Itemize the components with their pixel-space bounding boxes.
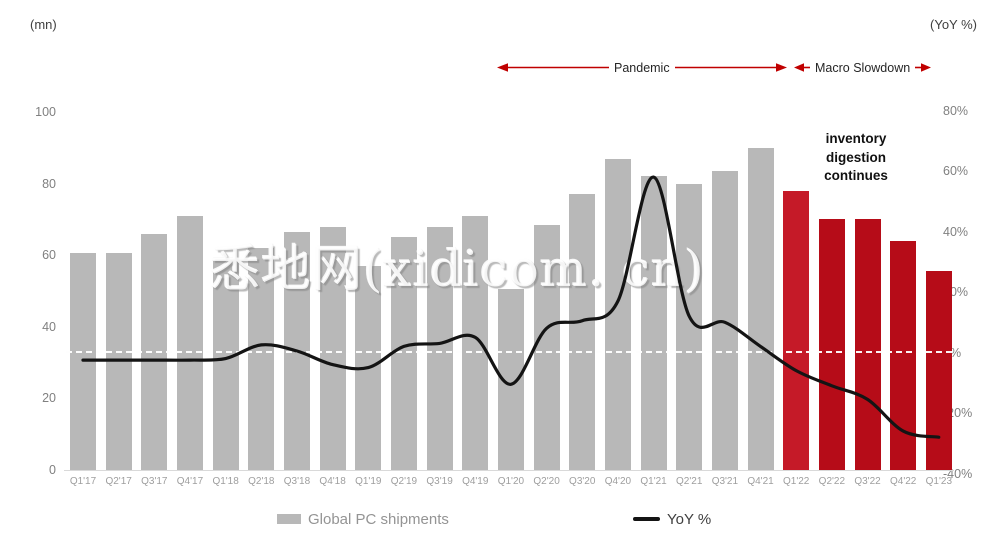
- pandemic-annotation: Pandemic: [497, 60, 789, 75]
- shipments-bar-Q1'23: [925, 271, 952, 470]
- x-tick-label: Q2'20: [533, 476, 560, 487]
- left-tick-label: 20: [42, 391, 56, 406]
- left-axis-unit-label: (mn): [30, 17, 57, 32]
- x-tick-label: Q3'22: [854, 476, 881, 487]
- shipments-bar-Q1'21: [640, 176, 667, 470]
- legend-item-shipments: Global PC shipments: [277, 507, 449, 531]
- left-tick-label: 60: [42, 248, 56, 263]
- watermark: 悉地网(xidicom. cn): [210, 240, 705, 298]
- shipments-bar-Q4'22: [890, 240, 917, 470]
- legend: Global PC shipments YoY %: [0, 507, 994, 531]
- x-tick-label: Q4'17: [176, 476, 204, 487]
- macro-slowdown-annotation: Macro Slowdown: [794, 60, 934, 75]
- left-tick-label: 80: [42, 176, 56, 191]
- x-tick-label: Q1'18: [212, 476, 239, 487]
- x-tick-label: Q2'19: [390, 476, 418, 487]
- macro-arrow-right-icon: [915, 63, 932, 72]
- inventory-note-line1: inventory: [825, 131, 887, 146]
- x-tick-label: Q4'18: [319, 476, 346, 487]
- x-tick-label: Q1'21: [640, 476, 667, 487]
- shipments-bar-Q4'21: [747, 147, 774, 470]
- x-tick-label: Q4'21: [747, 476, 774, 487]
- x-tick-label: Q2'21: [676, 476, 703, 487]
- shipments-bar-Q3'22: [854, 219, 881, 470]
- x-tick-label: Q3'21: [711, 476, 739, 487]
- x-axis-line: [64, 470, 954, 471]
- legend-item-yoy: YoY %: [633, 507, 711, 531]
- x-tick-label: Q1'23: [925, 476, 953, 487]
- shipments-bar-Q1'17: [70, 253, 96, 470]
- legend-yoy-label: YoY %: [667, 510, 712, 528]
- left-tick-label: 100: [35, 105, 56, 119]
- x-tick-label: Q2'18: [248, 476, 275, 487]
- shipments-bar-Q2'21: [676, 183, 703, 470]
- shipments-bar-Q1'22: [783, 190, 810, 470]
- inventory-note-line3: continues: [824, 168, 888, 183]
- shipments-bar-Q2'17: [105, 253, 132, 470]
- line-series-swatch-icon: [633, 517, 660, 521]
- x-tick-label: Q2'22: [818, 476, 846, 487]
- left-tick-label: 40: [42, 319, 56, 334]
- x-tick-label: Q3'20: [569, 476, 596, 487]
- x-tick-label: Q2'17: [105, 476, 132, 487]
- pandemic-label: Pandemic: [614, 60, 670, 75]
- x-tick-label: Q1'22: [783, 476, 810, 487]
- x-tick-label: Q1'20: [497, 476, 525, 487]
- macro-arrow-left-icon: [794, 63, 810, 72]
- x-tick-label: Q1'19: [355, 476, 382, 487]
- inventory-note-line2: digestion: [826, 149, 886, 165]
- x-tick-label: Q4'19: [462, 476, 489, 487]
- macro-slowdown-label: Macro Slowdown: [815, 60, 911, 75]
- shipments-bar-Q1'20: [497, 289, 524, 470]
- left-tick-label: 0: [49, 463, 56, 477]
- shipments-bar-Q2'22: [818, 219, 845, 470]
- inventory-digestion-note: inventory digestion continues: [801, 130, 911, 186]
- x-tick-label: Q3'18: [283, 476, 311, 487]
- x-tick-label: Q1'17: [69, 476, 97, 487]
- right-tick-label: 60%: [943, 164, 969, 178]
- zero-gridline-over: [66, 351, 952, 353]
- pandemic-arrow-right-icon: [674, 63, 787, 72]
- x-tick-label: Q3'19: [426, 476, 453, 487]
- right-tick-label: 40%: [943, 224, 969, 239]
- x-tick-label: Q4'20: [604, 476, 632, 487]
- x-tick-label: Q4'22: [889, 476, 917, 487]
- x-tick-label: Q3'17: [141, 476, 168, 487]
- pandemic-arrow-left-icon: [497, 63, 609, 72]
- right-axis-unit-label: (YoY %): [930, 17, 977, 32]
- shipments-bar-Q4'17: [176, 215, 203, 470]
- shipments-bar-Q4'20: [604, 158, 631, 470]
- legend-shipments-label: Global PC shipments: [308, 510, 449, 528]
- bar-series-swatch-icon: [277, 514, 301, 524]
- shipments-bar-Q3'21: [711, 171, 738, 470]
- right-tick-label: 80%: [943, 103, 969, 118]
